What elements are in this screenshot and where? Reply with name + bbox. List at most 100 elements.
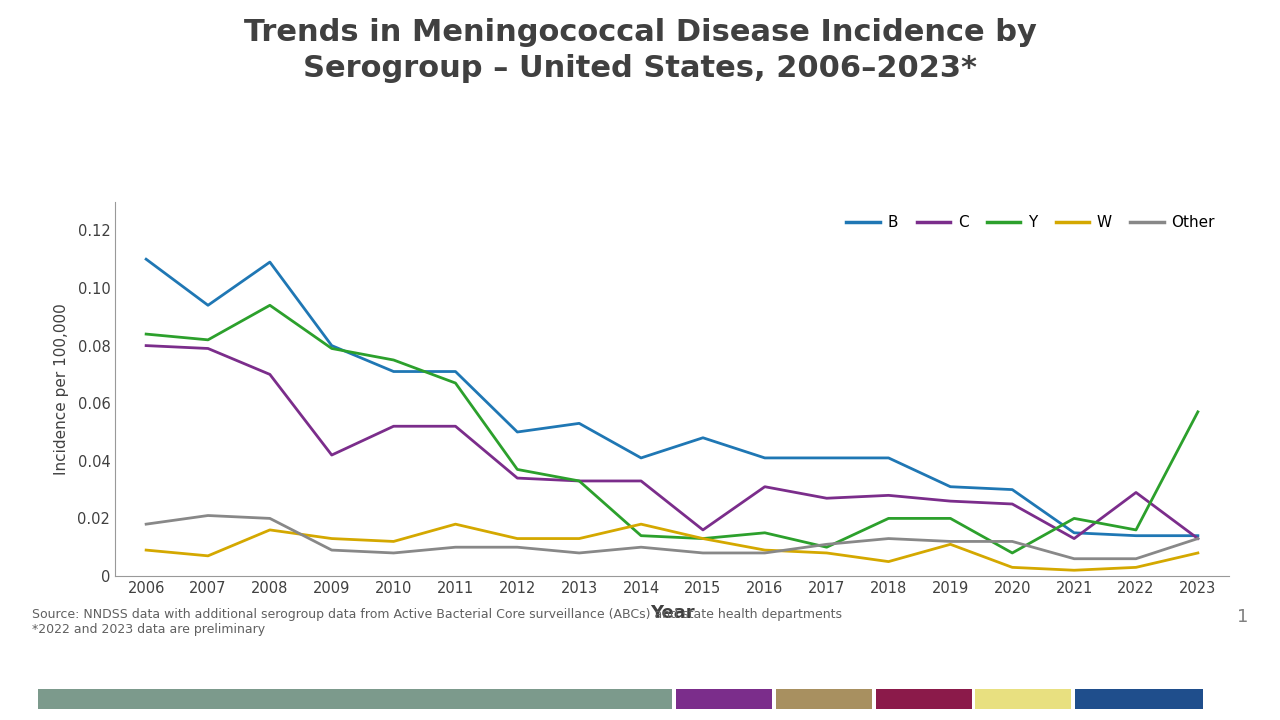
C bbox=[1129, 488, 1144, 497]
Y bbox=[387, 356, 402, 364]
C bbox=[943, 497, 959, 505]
W bbox=[262, 526, 278, 534]
C bbox=[200, 344, 215, 353]
Other bbox=[1005, 537, 1020, 546]
Y bbox=[1066, 514, 1082, 523]
Other bbox=[1066, 554, 1082, 563]
W bbox=[695, 534, 710, 543]
Text: Trends in Meningococcal Disease Incidence by
Serogroup – United States, 2006–202: Trends in Meningococcal Disease Incidenc… bbox=[243, 18, 1037, 83]
Y bbox=[138, 330, 154, 338]
B bbox=[634, 454, 649, 462]
B bbox=[262, 258, 278, 266]
Y bbox=[819, 543, 835, 552]
B bbox=[943, 482, 959, 491]
B bbox=[695, 433, 710, 442]
Line: C: C bbox=[146, 346, 1198, 539]
C bbox=[1190, 534, 1206, 543]
Y bbox=[1190, 408, 1206, 416]
Y bbox=[572, 477, 588, 485]
W bbox=[758, 546, 773, 554]
B bbox=[572, 419, 588, 428]
X-axis label: Year: Year bbox=[650, 604, 694, 622]
Y-axis label: Incidence per 100,000: Incidence per 100,000 bbox=[54, 303, 69, 474]
C bbox=[509, 474, 525, 482]
Text: Source: NNDSS data with additional serogroup data from Active Bacterial Core sur: Source: NNDSS data with additional serog… bbox=[32, 608, 842, 636]
Other bbox=[262, 514, 278, 523]
W bbox=[509, 534, 525, 543]
C bbox=[572, 477, 588, 485]
B bbox=[448, 367, 463, 376]
Y bbox=[695, 534, 710, 543]
Other bbox=[695, 549, 710, 557]
B bbox=[881, 454, 896, 462]
C bbox=[1005, 500, 1020, 508]
W bbox=[943, 540, 959, 549]
W bbox=[1129, 563, 1144, 572]
Line: Other: Other bbox=[146, 516, 1198, 559]
Legend: B, C, Y, W, Other: B, C, Y, W, Other bbox=[841, 210, 1221, 236]
Other bbox=[634, 543, 649, 552]
W bbox=[881, 557, 896, 566]
Other bbox=[448, 543, 463, 552]
Y bbox=[634, 531, 649, 540]
W bbox=[634, 520, 649, 528]
Line: B: B bbox=[146, 259, 1198, 536]
Line: W: W bbox=[146, 524, 1198, 570]
C bbox=[758, 482, 773, 491]
C bbox=[1066, 534, 1082, 543]
C bbox=[138, 341, 154, 350]
Y bbox=[1005, 549, 1020, 557]
Y bbox=[448, 379, 463, 387]
C bbox=[387, 422, 402, 431]
W bbox=[572, 534, 588, 543]
Other bbox=[387, 549, 402, 557]
Y bbox=[200, 336, 215, 344]
B bbox=[138, 255, 154, 264]
Y bbox=[758, 528, 773, 537]
W bbox=[138, 546, 154, 554]
B bbox=[758, 454, 773, 462]
B bbox=[819, 454, 835, 462]
B bbox=[1190, 531, 1206, 540]
Other bbox=[572, 549, 588, 557]
Line: Y: Y bbox=[146, 305, 1198, 553]
B bbox=[200, 301, 215, 310]
B bbox=[509, 428, 525, 436]
Y bbox=[943, 514, 959, 523]
Other bbox=[819, 540, 835, 549]
C bbox=[819, 494, 835, 503]
B bbox=[1129, 531, 1144, 540]
Y bbox=[881, 514, 896, 523]
W bbox=[819, 549, 835, 557]
Other bbox=[324, 546, 339, 554]
B bbox=[324, 341, 339, 350]
B bbox=[387, 367, 402, 376]
Other bbox=[509, 543, 525, 552]
Other bbox=[1129, 554, 1144, 563]
W bbox=[1190, 549, 1206, 557]
Other bbox=[881, 534, 896, 543]
Other bbox=[758, 549, 773, 557]
B bbox=[1066, 528, 1082, 537]
Y bbox=[324, 344, 339, 353]
C bbox=[448, 422, 463, 431]
Text: 1: 1 bbox=[1236, 608, 1248, 626]
W bbox=[448, 520, 463, 528]
C bbox=[881, 491, 896, 500]
C bbox=[634, 477, 649, 485]
C bbox=[695, 526, 710, 534]
W bbox=[200, 552, 215, 560]
W bbox=[324, 534, 339, 543]
Other bbox=[943, 537, 959, 546]
Y bbox=[509, 465, 525, 474]
Other bbox=[138, 520, 154, 528]
W bbox=[1005, 563, 1020, 572]
C bbox=[324, 451, 339, 459]
C bbox=[262, 370, 278, 379]
W bbox=[1066, 566, 1082, 575]
B bbox=[1005, 485, 1020, 494]
Y bbox=[1129, 526, 1144, 534]
Other bbox=[200, 511, 215, 520]
Other bbox=[1190, 534, 1206, 543]
Y bbox=[262, 301, 278, 310]
